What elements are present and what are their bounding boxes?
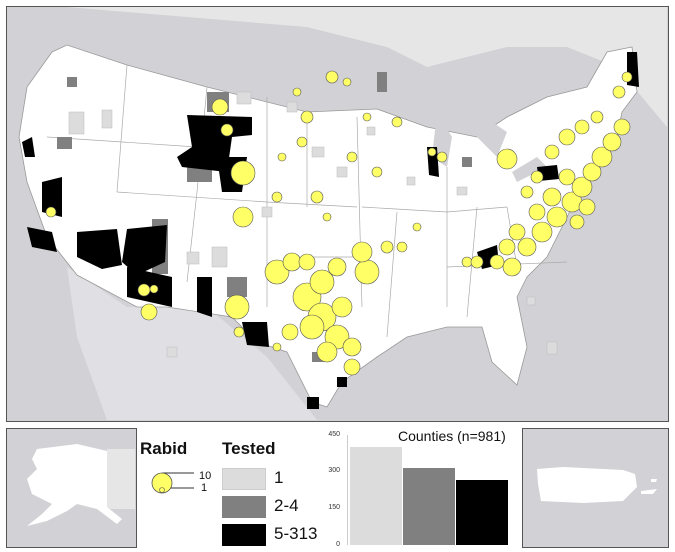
canada-land <box>7 7 667 127</box>
tested-5-313-counties <box>22 52 639 409</box>
conus-map-svg <box>7 7 667 420</box>
tested-swatch-2-4 <box>222 496 266 518</box>
legend-rabid-title: Rabid <box>140 439 188 458</box>
bar-tested-1 <box>350 447 402 545</box>
tested-swatch-1 <box>222 468 266 490</box>
bar-tested-5-313 <box>456 480 508 545</box>
legend-tested-title: Tested <box>222 439 276 458</box>
rabid-size-legend <box>151 472 194 494</box>
chart-title: Counties (n=981) <box>398 428 506 444</box>
rabid-circle-1 <box>159 487 165 493</box>
alaska-svg <box>27 444 135 526</box>
tested-label-5-313: 5-313 <box>274 524 318 543</box>
culebra-land <box>651 479 657 482</box>
y-tick-450: 450 <box>328 431 340 438</box>
y-axis <box>347 435 348 545</box>
y-tick-0: 0 <box>336 541 340 548</box>
rabid-size-label-10: 10 <box>199 470 212 482</box>
puerto-rico-inset <box>522 428 669 548</box>
tested-1-counties <box>68 91 558 358</box>
vieques-land <box>641 489 657 494</box>
puerto-rico-land <box>537 467 637 503</box>
main-map <box>6 6 669 422</box>
y-tick-300: 300 <box>328 467 340 474</box>
mexico-land <box>67 267 317 420</box>
alaska-land <box>27 444 122 526</box>
alaska-inset <box>6 428 137 548</box>
bar-tested-2-4 <box>403 468 455 545</box>
tested-label-1: 1 <box>274 468 284 487</box>
rabid-size-label-1: 1 <box>201 482 208 494</box>
y-tick-150: 150 <box>328 504 340 511</box>
puerto-rico-svg <box>537 467 657 503</box>
rabid-circles <box>45 70 633 376</box>
tested-swatch-5-313 <box>222 524 266 546</box>
rabid-circle-10 <box>151 472 173 494</box>
tested-label-2-4: 2-4 <box>274 496 299 515</box>
